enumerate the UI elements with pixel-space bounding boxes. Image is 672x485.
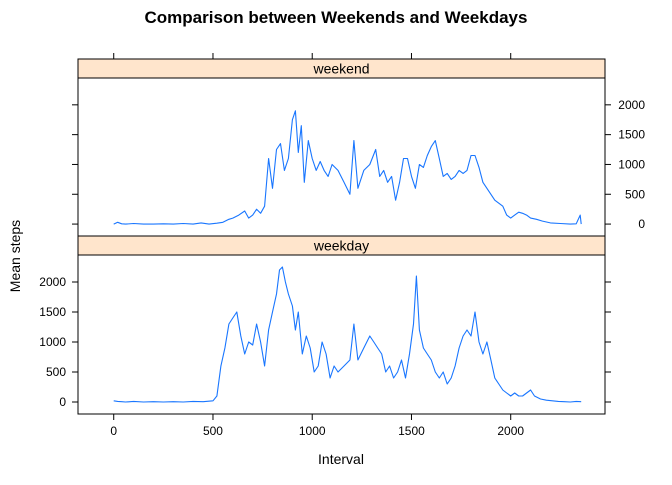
- ytick-label-weekend-500: 500: [625, 187, 645, 201]
- xtick-label-1500: 1500: [398, 424, 425, 438]
- series-line-weekday: [113, 266, 582, 403]
- ytick-label-weekday-0: 0: [59, 395, 66, 409]
- ytick-label-weekend-1500: 1500: [618, 128, 645, 142]
- panel-frame-weekend: [77, 77, 606, 237]
- panel-frame-weekday: [77, 254, 606, 415]
- strip-label-weekend: weekend: [312, 61, 369, 77]
- xtick-label-0: 0: [110, 424, 117, 438]
- ytick-label-weekend-1000: 1000: [618, 157, 645, 171]
- ytick-label-weekday-2000: 2000: [39, 275, 66, 289]
- ytick-label-weekday-1500: 1500: [39, 305, 66, 319]
- ytick-label-weekend-2000: 2000: [618, 98, 645, 112]
- series-line-weekend: [113, 110, 582, 225]
- x-axis-label: Interval: [318, 451, 364, 467]
- chart-title: Comparison between Weekends and Weekdays: [145, 8, 528, 27]
- ytick-label-weekday-1000: 1000: [39, 335, 66, 349]
- y-axis-label: Mean steps: [7, 220, 23, 292]
- ytick-label-weekend-0: 0: [638, 217, 645, 231]
- ytick-label-weekday-500: 500: [46, 365, 66, 379]
- xtick-label-500: 500: [203, 424, 223, 438]
- xtick-label-1000: 1000: [299, 424, 326, 438]
- xtick-label-2000: 2000: [497, 424, 524, 438]
- strip-label-weekday: weekday: [313, 238, 369, 254]
